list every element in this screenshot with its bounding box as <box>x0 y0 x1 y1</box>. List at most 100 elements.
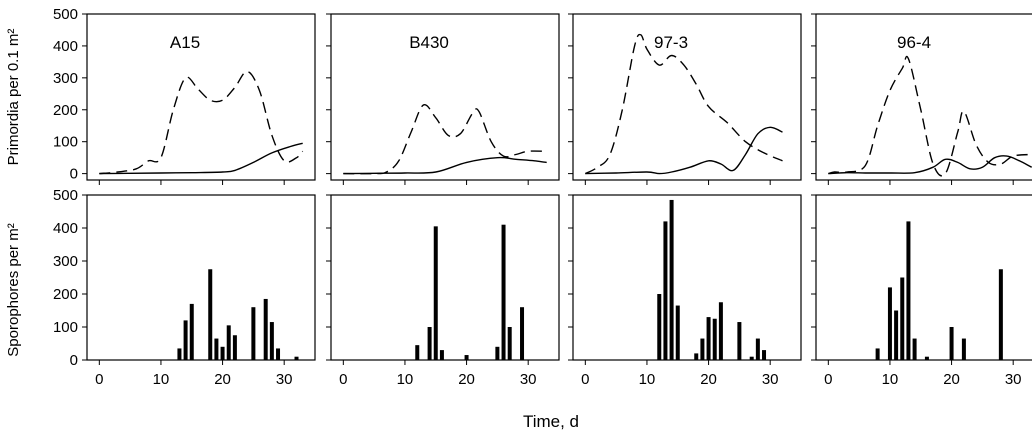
panel-title: B430 <box>409 33 449 52</box>
sporophore-bar <box>439 350 444 360</box>
panel-frame <box>572 13 802 181</box>
sporophore-bar <box>495 346 500 360</box>
panel-title: 96-4 <box>897 33 931 52</box>
sporophore-bar <box>669 199 674 360</box>
y-tick-label: 100 <box>53 319 78 336</box>
sporophore-bar <box>520 307 525 360</box>
sporophore-bar <box>924 356 929 360</box>
sporophores-panel-96-4: 0 10 20 30 <box>811 194 1032 388</box>
sporophore-bar <box>700 338 705 360</box>
panel-frame <box>330 13 560 181</box>
panel-title: A15 <box>170 33 200 52</box>
sporophores-panel-B430: 0 10 20 30 <box>326 194 560 388</box>
y-tick-label: 500 <box>53 187 78 204</box>
y-tick-label: 400 <box>53 38 78 55</box>
y-tick-label: 500 <box>53 6 78 23</box>
sporophore-bar <box>657 294 662 360</box>
sporophore-bar <box>749 356 754 360</box>
sporophore-bar <box>294 356 299 360</box>
sporophore-bar <box>232 335 237 360</box>
sporophore-bar <box>214 338 219 360</box>
sporophore-bar <box>949 327 954 360</box>
x-tick-label: 20 <box>214 371 231 388</box>
sporophore-bar <box>762 350 767 360</box>
x-tick-label: 30 <box>520 371 537 388</box>
y-axis-label-primordia: Primordia per 0.1 m² <box>5 29 22 166</box>
sporophore-bar <box>183 320 188 360</box>
x-tick-label: 0 <box>581 371 589 388</box>
primordia-line-solid <box>343 156 547 175</box>
sporophore-bar <box>251 307 256 360</box>
y-tick-label: 0 <box>70 352 78 369</box>
sporophore-bar <box>263 298 268 360</box>
sporophore-bar <box>427 327 432 360</box>
panel-frame <box>86 194 316 361</box>
x-tick-label: 0 <box>339 371 347 388</box>
x-tick-label: 30 <box>276 371 293 388</box>
sporophore-bar <box>507 327 512 360</box>
y-axis-label-sporophores: Sporophores per m² <box>5 223 22 356</box>
x-tick-label: 0 <box>95 371 103 388</box>
primordia-line-solid <box>585 126 783 175</box>
sporophore-bar <box>501 224 506 360</box>
y-tick-label: 300 <box>53 70 78 87</box>
sporophore-bar <box>961 338 966 360</box>
sporophore-bar <box>875 348 880 360</box>
primordia-line-dashed <box>99 70 304 175</box>
sporophore-bar <box>663 221 668 360</box>
sporophore-bar <box>694 353 699 360</box>
x-tick-label: 20 <box>943 371 960 388</box>
sporophore-bar <box>887 287 892 360</box>
sporophore-bar <box>415 345 420 360</box>
x-tick-label: 0 <box>824 371 832 388</box>
sporophore-bar <box>912 338 917 360</box>
sporophore-bar <box>998 269 1003 360</box>
y-tick-label: 200 <box>53 286 78 303</box>
primordia-line-dashed <box>343 103 547 175</box>
sporophore-bar <box>226 325 231 360</box>
x-tick-label: 30 <box>762 371 779 388</box>
sporophore-bar <box>189 303 194 360</box>
sporophore-bar <box>755 338 760 360</box>
x-tick-label: 30 <box>1005 371 1022 388</box>
primordia-panel-A15: 0 100 200 300 400 500 A15 <box>53 6 316 185</box>
primordia-line-solid <box>99 142 303 175</box>
panel-frame <box>815 13 1032 181</box>
primordia-panel-B430: B430 <box>326 13 560 185</box>
sporophore-bar <box>177 348 182 360</box>
panel-frame <box>86 13 316 181</box>
x-axis-label: Time, d <box>523 412 579 431</box>
sporophore-bar <box>675 305 680 360</box>
x-tick-label: 10 <box>639 371 656 388</box>
primordia-line-dashed <box>584 33 783 175</box>
x-tick-label: 20 <box>458 371 475 388</box>
panel-frame <box>330 194 560 361</box>
x-tick-label: 10 <box>153 371 170 388</box>
y-tick-label: 300 <box>53 253 78 270</box>
primordia-panel-96-4: 96-4 <box>811 13 1032 185</box>
x-tick-label: 10 <box>397 371 414 388</box>
primordia-panel-97-3: 97-3 <box>568 13 802 185</box>
sporophore-bar <box>464 355 469 360</box>
panel-frame <box>572 194 802 361</box>
sporophores-panel-97-3: 0 10 20 30 <box>568 194 802 388</box>
y-tick-label: 400 <box>53 220 78 237</box>
primordia-line-solid <box>828 155 1032 175</box>
x-tick-label: 20 <box>700 371 717 388</box>
sporophore-bar <box>737 322 742 360</box>
sporophore-bar <box>906 221 911 360</box>
sporophore-bar <box>276 348 281 360</box>
sporophore-bar <box>269 322 274 360</box>
sporophore-bar <box>894 310 899 360</box>
primordia-line-dashed <box>828 55 1032 177</box>
sporophore-bar <box>712 318 717 360</box>
y-tick-label: 200 <box>53 102 78 119</box>
y-tick-label: 0 <box>70 166 78 183</box>
sporophore-bar <box>220 346 225 360</box>
x-tick-label: 10 <box>882 371 899 388</box>
sporophore-bar <box>900 277 905 360</box>
panel-title: 97-3 <box>654 33 688 52</box>
